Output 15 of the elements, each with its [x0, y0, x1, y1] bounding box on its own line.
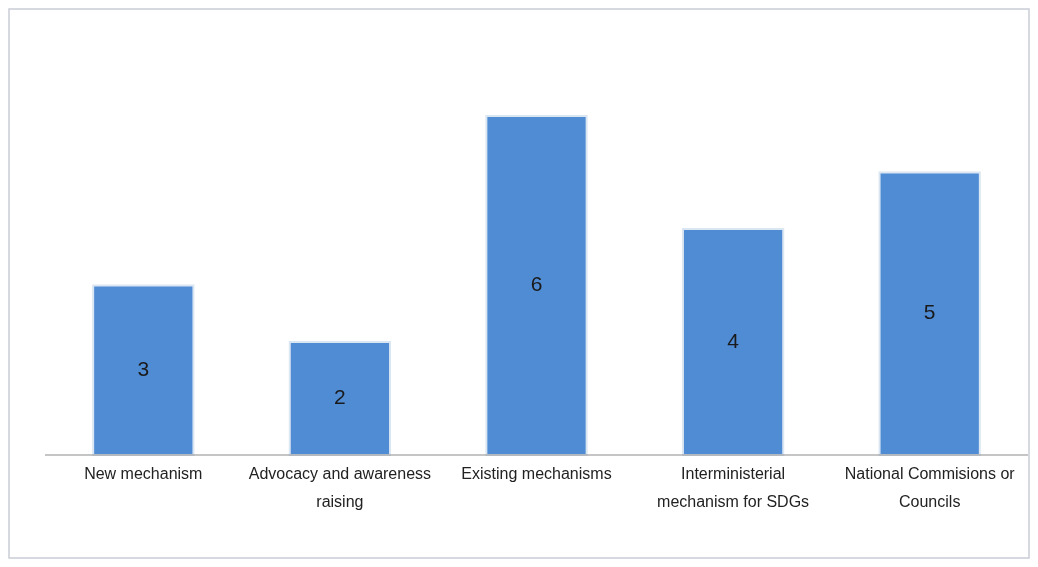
bar [92, 284, 195, 456]
data-label: 2 [334, 385, 346, 409]
x-tick-label: New mechanism [84, 465, 203, 482]
bar [485, 115, 588, 456]
bar [288, 341, 392, 456]
data-label: 5 [923, 300, 936, 324]
bar [878, 171, 981, 456]
data-label: 4 [727, 328, 740, 352]
data-label: 6 [530, 272, 543, 296]
x-tick-label: Advocacy and awareness raising [248, 465, 432, 510]
x-tick-label: National Commisions or Councils [844, 465, 1016, 510]
x-tick-label: Interministerial mechanism for SDGs [657, 465, 810, 510]
data-label: 3 [137, 356, 150, 380]
x-tick-label: Existing mechanisms [461, 465, 612, 482]
bar [681, 228, 785, 456]
